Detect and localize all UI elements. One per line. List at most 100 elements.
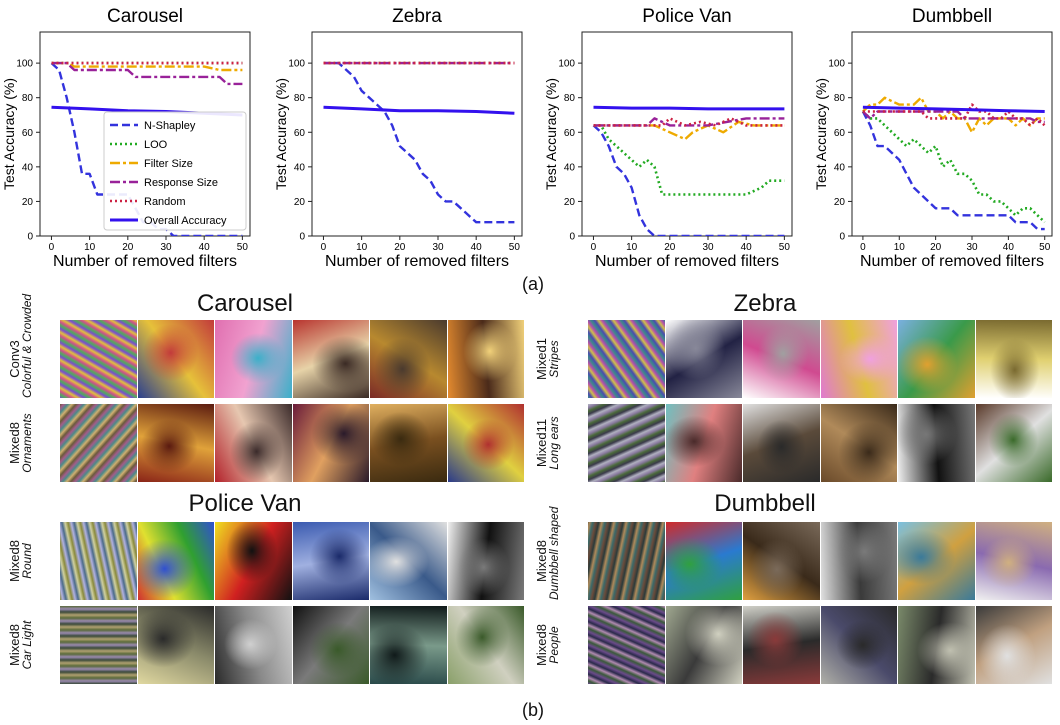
series-filter-size xyxy=(862,96,1045,134)
series-filter-size xyxy=(51,61,243,72)
row-label: Mixed8 Ornaments xyxy=(7,404,34,482)
x-tick-label: 10 xyxy=(626,242,638,253)
concept-name: People xyxy=(547,626,561,664)
example-image-tile xyxy=(137,522,214,600)
example-image-tile xyxy=(975,320,1052,398)
concept-name: Dumbbell shaped xyxy=(547,506,561,600)
x-tick-label: 0 xyxy=(49,242,55,253)
example-image-tile xyxy=(447,522,524,600)
example-image-tile xyxy=(292,522,369,600)
example-image-tile xyxy=(820,606,897,684)
row-label: Conv3 Colorful & Crowded xyxy=(7,294,34,398)
y-tick-label: 0 xyxy=(569,232,575,243)
x-tick-label: 10 xyxy=(84,242,96,253)
series-random xyxy=(862,103,1046,127)
x-axis-label: Number of removed filters xyxy=(325,253,509,270)
series-overall-accuracy xyxy=(323,105,515,115)
y-tick-label: 0 xyxy=(299,232,305,243)
example-image-tile xyxy=(743,522,820,600)
series-response-size xyxy=(593,117,785,127)
series-overall-accuracy xyxy=(862,105,1045,113)
y-tick-label: 100 xyxy=(288,59,305,70)
x-tick-label: 0 xyxy=(860,242,866,253)
y-tick-label: 0 xyxy=(27,232,33,243)
x-axis-label: Number of removed filters xyxy=(860,253,1044,270)
example-image-tile xyxy=(370,404,447,482)
filter-visualization-tile xyxy=(60,606,137,684)
series-overall-accuracy xyxy=(593,105,785,111)
y-tick-label: 60 xyxy=(834,128,846,139)
x-tick-label: 50 xyxy=(509,242,521,253)
series-random xyxy=(593,117,785,127)
legend-label: Filter Size xyxy=(144,158,193,170)
legend-label: Overall Accuracy xyxy=(144,215,227,227)
example-image-tile xyxy=(215,404,292,482)
legend-label: Response Size xyxy=(144,177,218,189)
y-tick-label: 40 xyxy=(834,162,846,173)
example-image-tile xyxy=(665,522,742,600)
y-tick-label: 20 xyxy=(564,197,576,208)
x-tick-label: 40 xyxy=(199,242,211,253)
concept-name: Colorful & Crowded xyxy=(20,293,34,398)
x-tick-label: 20 xyxy=(122,242,134,253)
y-tick-label: 20 xyxy=(294,197,306,208)
concept-name: Round xyxy=(20,543,34,579)
concept-name: Car Light xyxy=(20,620,34,670)
example-image-tile xyxy=(665,606,742,684)
example-image-tile xyxy=(447,606,524,684)
example-image-tile xyxy=(743,320,820,398)
concept-name: Ornaments xyxy=(20,413,34,473)
y-tick-label: 0 xyxy=(839,232,845,243)
chart-title: Carousel xyxy=(107,6,183,27)
x-tick-label: 50 xyxy=(237,242,249,253)
example-image-tile xyxy=(292,320,369,398)
example-image-tile xyxy=(820,522,897,600)
example-image-tile xyxy=(447,320,524,398)
series-response-size xyxy=(51,61,243,86)
example-image-tile xyxy=(370,606,447,684)
y-tick-label: 80 xyxy=(834,93,846,104)
y-tick-label: 20 xyxy=(22,197,34,208)
y-tick-label: 40 xyxy=(564,162,576,173)
example-image-tile xyxy=(975,522,1052,600)
example-image-tile xyxy=(447,404,524,482)
example-image-tile xyxy=(137,404,214,482)
y-tick-label: 60 xyxy=(564,128,576,139)
y-axis-label: Test Accuracy (%) xyxy=(543,78,559,190)
example-image-tile xyxy=(215,606,292,684)
figure-label-a: (a) xyxy=(522,274,544,294)
example-image-tile xyxy=(137,606,214,684)
y-tick-label: 20 xyxy=(834,197,846,208)
x-tick-label: 20 xyxy=(394,242,406,253)
filter-visualization-tile xyxy=(60,320,137,398)
series-n-shapley xyxy=(592,124,785,236)
x-tick-label: 40 xyxy=(471,242,483,253)
chart-title: Dumbbell xyxy=(912,6,992,27)
y-tick-label: 100 xyxy=(16,59,33,70)
example-image-tile xyxy=(137,320,214,398)
example-image-tile xyxy=(292,606,369,684)
legend-label: N-Shapley xyxy=(144,120,196,132)
legend-label: LOO xyxy=(144,139,168,151)
x-axis-label: Number of removed filters xyxy=(595,253,779,270)
x-tick-label: 30 xyxy=(432,242,444,253)
y-axis-label: Test Accuracy (%) xyxy=(273,78,289,190)
series-n-shapley xyxy=(323,61,515,224)
example-image-tile xyxy=(975,404,1052,482)
series-n-shapley xyxy=(861,110,1045,231)
plot-frame xyxy=(311,31,523,237)
example-image-tile xyxy=(370,320,447,398)
example-image-tile xyxy=(665,320,742,398)
filter-visualization-tile xyxy=(588,606,665,684)
legend-box xyxy=(103,111,247,231)
filter-visualization-tile xyxy=(60,404,137,482)
y-axis-label: Test Accuracy (%) xyxy=(813,78,829,190)
y-tick-label: 60 xyxy=(294,128,306,139)
example-image-tile xyxy=(215,522,292,600)
x-tick-label: 0 xyxy=(321,242,327,253)
series-response-size xyxy=(862,110,1045,124)
x-axis-label: Number of removed filters xyxy=(53,253,237,270)
y-tick-label: 80 xyxy=(564,93,576,104)
